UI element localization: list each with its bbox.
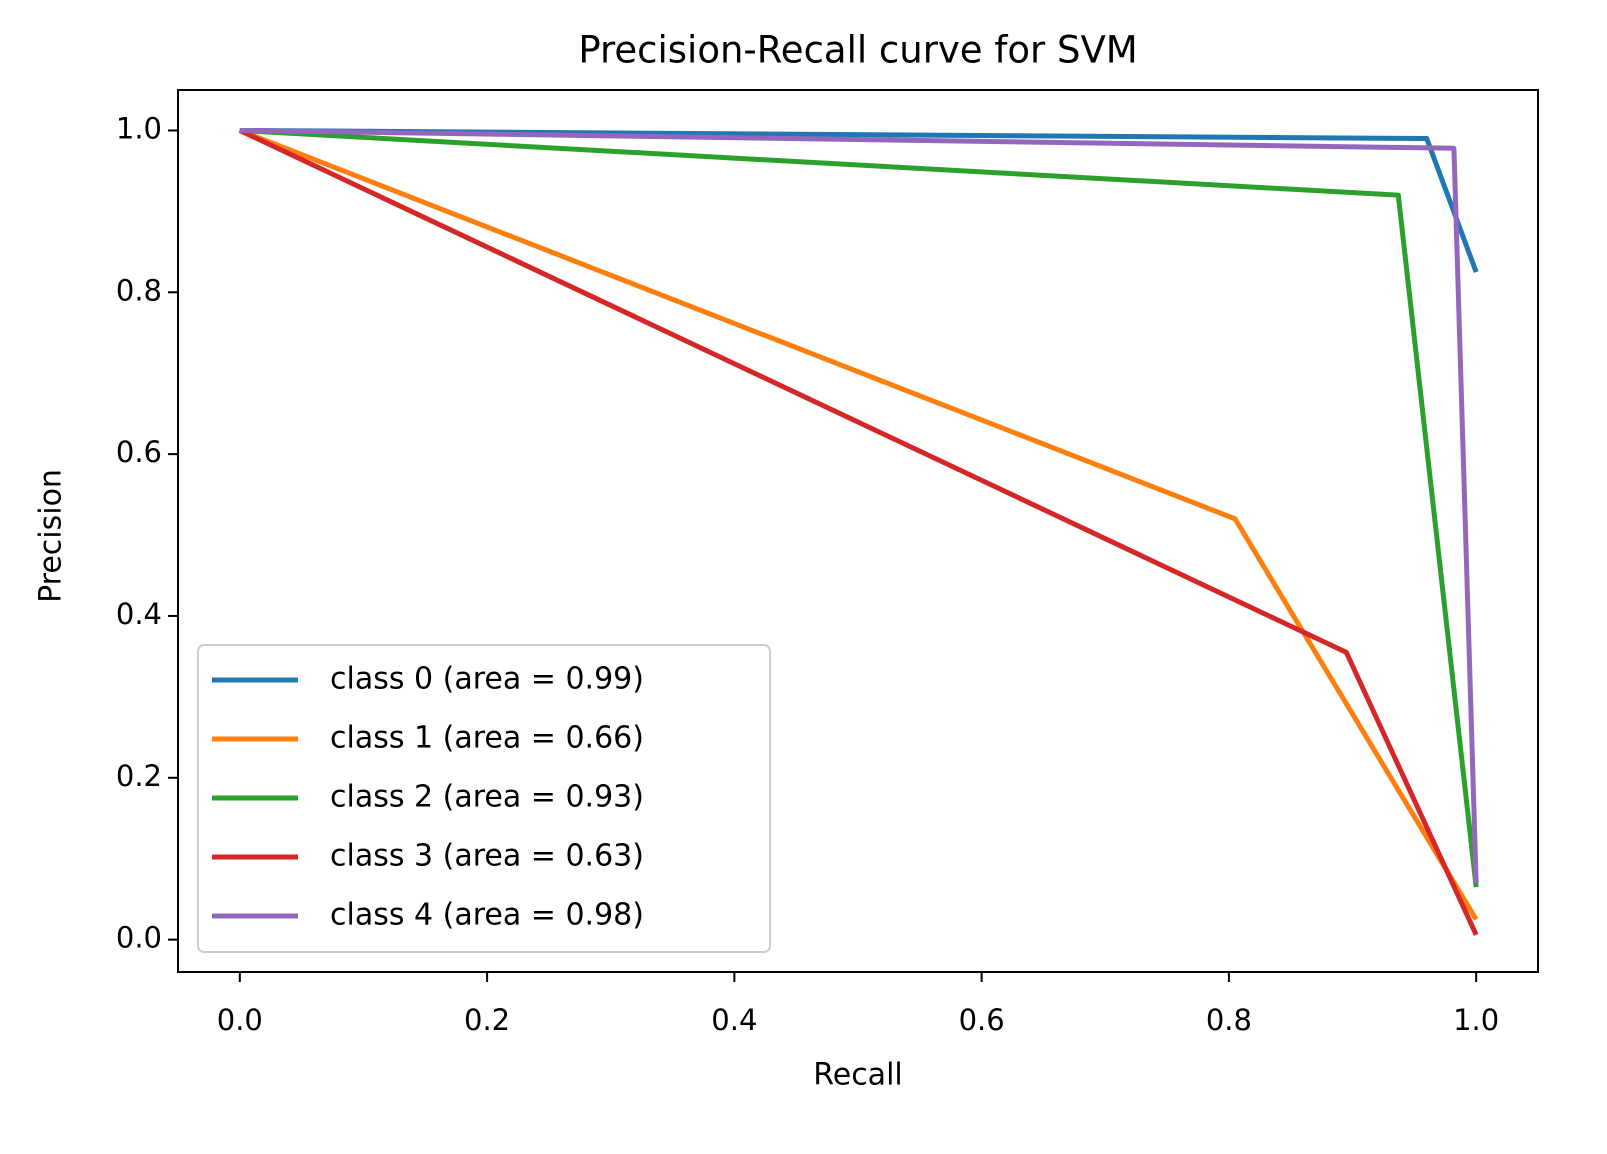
axes-frame: [177, 89, 1539, 973]
legend-label: class 1 (area = 0.66): [330, 721, 644, 756]
series-line: [238, 128, 1479, 936]
y-tick-label: 0.2: [116, 759, 162, 793]
legend-label: class 2 (area = 0.93): [330, 780, 644, 815]
x-tick-label: 1.0: [1453, 1003, 1499, 1037]
series-line: [239, 127, 1479, 884]
legend-label: class 3 (area = 0.63): [330, 839, 644, 874]
legend-label: class 4 (area = 0.98): [330, 898, 644, 933]
x-tick-label: 0.6: [959, 1003, 1005, 1037]
chart-title: Precision-Recall curve for SVM: [578, 29, 1137, 72]
series-line: [239, 127, 1479, 273]
y-tick-label: 0.4: [116, 597, 162, 631]
legend-box: [197, 644, 771, 953]
y-tick-label: 0.6: [116, 435, 162, 469]
y-tick-label: 0.0: [116, 921, 162, 955]
series-line: [238, 128, 1479, 921]
x-axis-label: Recall: [813, 1058, 903, 1093]
y-tick-label: 1.0: [116, 111, 162, 145]
x-tick-label: 0.2: [464, 1003, 510, 1037]
y-tick-label: 0.8: [116, 273, 162, 307]
series-line: [239, 127, 1479, 888]
x-tick-label: 0.0: [217, 1003, 263, 1037]
x-tick-label: 0.8: [1206, 1003, 1252, 1037]
legend: class 0 (area = 0.99) class 1 (area = 0.6…: [197, 644, 771, 953]
y-axis-label: Precision: [34, 469, 69, 603]
legend-label: class 0 (area = 0.99): [330, 662, 644, 697]
x-tick-label: 0.4: [711, 1003, 757, 1037]
